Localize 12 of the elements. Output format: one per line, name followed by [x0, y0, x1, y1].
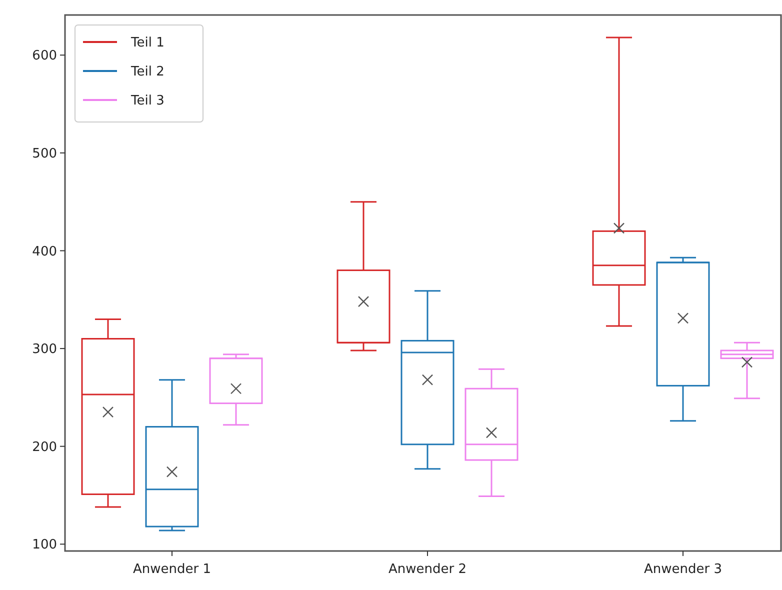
y-tick-label: 100	[32, 538, 57, 553]
legend-label: Teil 3	[130, 94, 164, 109]
y-tick-label: 500	[32, 146, 57, 162]
x-tick-label: Anwender 3	[644, 562, 722, 577]
x-tick-label: Anwender 2	[388, 562, 466, 577]
legend-label: Teil 1	[130, 36, 164, 51]
legend-label: Teil 2	[130, 64, 164, 80]
x-tick-label: Anwender 1	[133, 562, 211, 577]
y-tick-label: 200	[32, 440, 57, 455]
y-tick-label: 400	[32, 244, 57, 260]
y-tick-label: 300	[32, 342, 57, 358]
y-tick-label: 600	[32, 48, 57, 64]
